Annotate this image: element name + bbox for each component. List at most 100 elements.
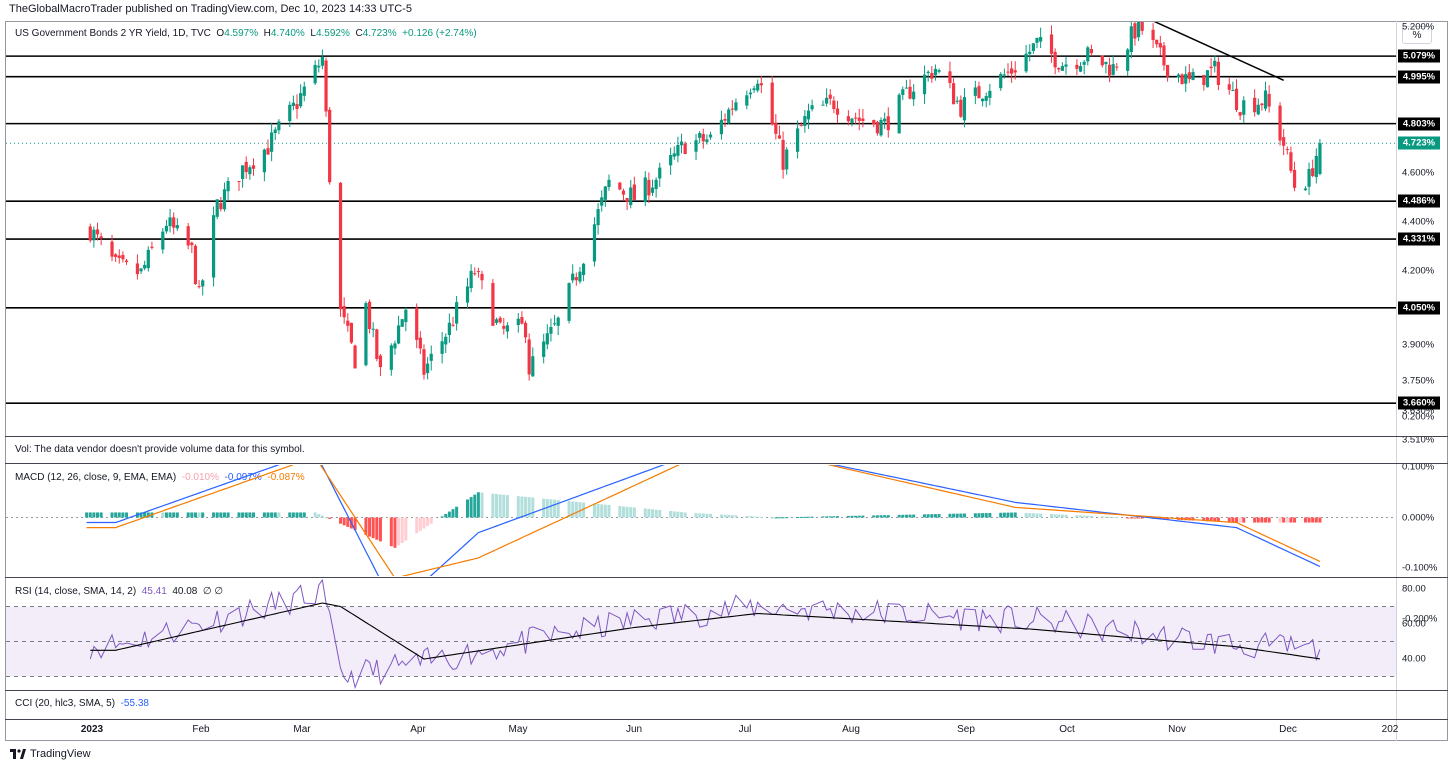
- macd-line: [86, 465, 1321, 576]
- candle: [324, 57, 328, 117]
- candle: [922, 65, 927, 104]
- tradingview-brand[interactable]: TradingView: [10, 748, 91, 760]
- time-axis-label: Apr: [410, 724, 426, 735]
- candle: [1129, 22, 1133, 59]
- candle: [291, 95, 295, 111]
- macd-histogram-bar: [785, 517, 789, 519]
- macd-histogram-bar: [1031, 513, 1035, 518]
- candle: [1318, 139, 1322, 176]
- candle-body: [523, 322, 528, 338]
- candle: [897, 93, 901, 134]
- candle-body: [121, 254, 125, 260]
- candle-body: [201, 280, 205, 287]
- candle-body: [1209, 66, 1213, 69]
- candle-body: [933, 68, 938, 76]
- pane-separator[interactable]: [5, 436, 1448, 437]
- pane-separator[interactable]: [5, 690, 1448, 691]
- percent-scale-button[interactable]: %: [1402, 26, 1432, 44]
- candle-body: [705, 139, 709, 143]
- macd-histogram-bar: [933, 514, 937, 518]
- candle: [429, 345, 433, 371]
- rsi-pane[interactable]: [6, 579, 1396, 689]
- candle-body: [1213, 60, 1217, 67]
- candle: [1165, 64, 1170, 82]
- candle: [734, 98, 738, 112]
- macd-histogram-bar: [669, 511, 673, 518]
- rsi-ma-value: 40.08: [172, 586, 198, 597]
- candle-body: [1162, 45, 1166, 66]
- pane-separator[interactable]: [5, 463, 1448, 464]
- candle-body: [770, 82, 774, 125]
- macd-histogram-bar: [1064, 514, 1068, 518]
- candle-body: [1314, 155, 1318, 178]
- macd-histogram-bar: [266, 512, 270, 518]
- macd-histogram-bar: [542, 498, 546, 518]
- candle: [901, 86, 905, 101]
- candle: [1263, 81, 1268, 112]
- candle: [1158, 35, 1162, 56]
- macd-histogram-bar: [596, 503, 600, 518]
- candle: [810, 99, 814, 112]
- candle: [647, 172, 651, 203]
- candle-body: [552, 323, 557, 325]
- candle: [988, 83, 992, 106]
- candle-body: [404, 309, 408, 323]
- macd-histogram-bar: [959, 513, 963, 518]
- candle-body: [415, 307, 419, 340]
- macd-histogram-bar: [1060, 514, 1064, 518]
- candle: [1176, 73, 1181, 83]
- candle: [222, 182, 227, 212]
- macd-histogram-bar: [273, 512, 277, 518]
- candle: [400, 319, 404, 327]
- candle-body: [219, 202, 223, 210]
- candle-body: [694, 140, 698, 152]
- candle-body: [948, 71, 952, 84]
- macd-histogram-bar: [244, 512, 248, 518]
- candle: [211, 206, 216, 287]
- macd-histogram-bar: [121, 512, 125, 518]
- rsi-label: RSI (14, close, SMA, 14, 2): [15, 586, 137, 597]
- macd-histogram-bar: [299, 512, 303, 518]
- pane-separator[interactable]: [5, 719, 1448, 720]
- macd-histogram-bar: [251, 512, 255, 518]
- candle-body: [912, 91, 916, 100]
- candle: [567, 282, 571, 324]
- macd-histogram-bar: [524, 496, 528, 518]
- macd-histogram-bar: [1126, 517, 1130, 519]
- macd-histogram-bar: [1108, 516, 1112, 518]
- macd-histogram-bar: [1267, 517, 1271, 523]
- candle: [977, 81, 981, 99]
- macd-histogram-bar: [161, 512, 165, 518]
- macd-histogram-bar: [473, 494, 477, 518]
- candle-body: [567, 283, 571, 321]
- time-axis-label: Dec: [1279, 724, 1297, 735]
- candle: [618, 181, 622, 191]
- candle: [1231, 81, 1235, 92]
- candle: [679, 133, 684, 154]
- candle: [698, 131, 702, 144]
- candle-body: [1278, 105, 1282, 141]
- macd-histogram-bar: [1242, 517, 1246, 523]
- candle: [164, 219, 169, 234]
- candle: [121, 251, 125, 263]
- price-tick-label: 3.510%: [1402, 434, 1435, 446]
- candle: [1234, 79, 1239, 112]
- macd-histogram-bar: [143, 512, 147, 518]
- price-pane[interactable]: [6, 22, 1396, 436]
- candle: [571, 264, 575, 284]
- pane-separator[interactable]: [5, 577, 1448, 578]
- candle: [1303, 186, 1308, 191]
- macd-histogram-bar: [400, 517, 404, 543]
- candle-body: [1216, 61, 1220, 85]
- candle: [980, 98, 985, 107]
- candle: [320, 49, 325, 70]
- macd-histogram-bar: [647, 508, 651, 518]
- macd-histogram-bar: [291, 512, 295, 518]
- candle-body: [759, 83, 763, 86]
- macd-histogram-bar: [872, 515, 876, 518]
- macd-pane[interactable]: [6, 465, 1396, 576]
- candle: [299, 84, 303, 109]
- macd-histogram-bar: [567, 501, 571, 518]
- candle-body: [810, 105, 814, 110]
- candle: [578, 266, 582, 284]
